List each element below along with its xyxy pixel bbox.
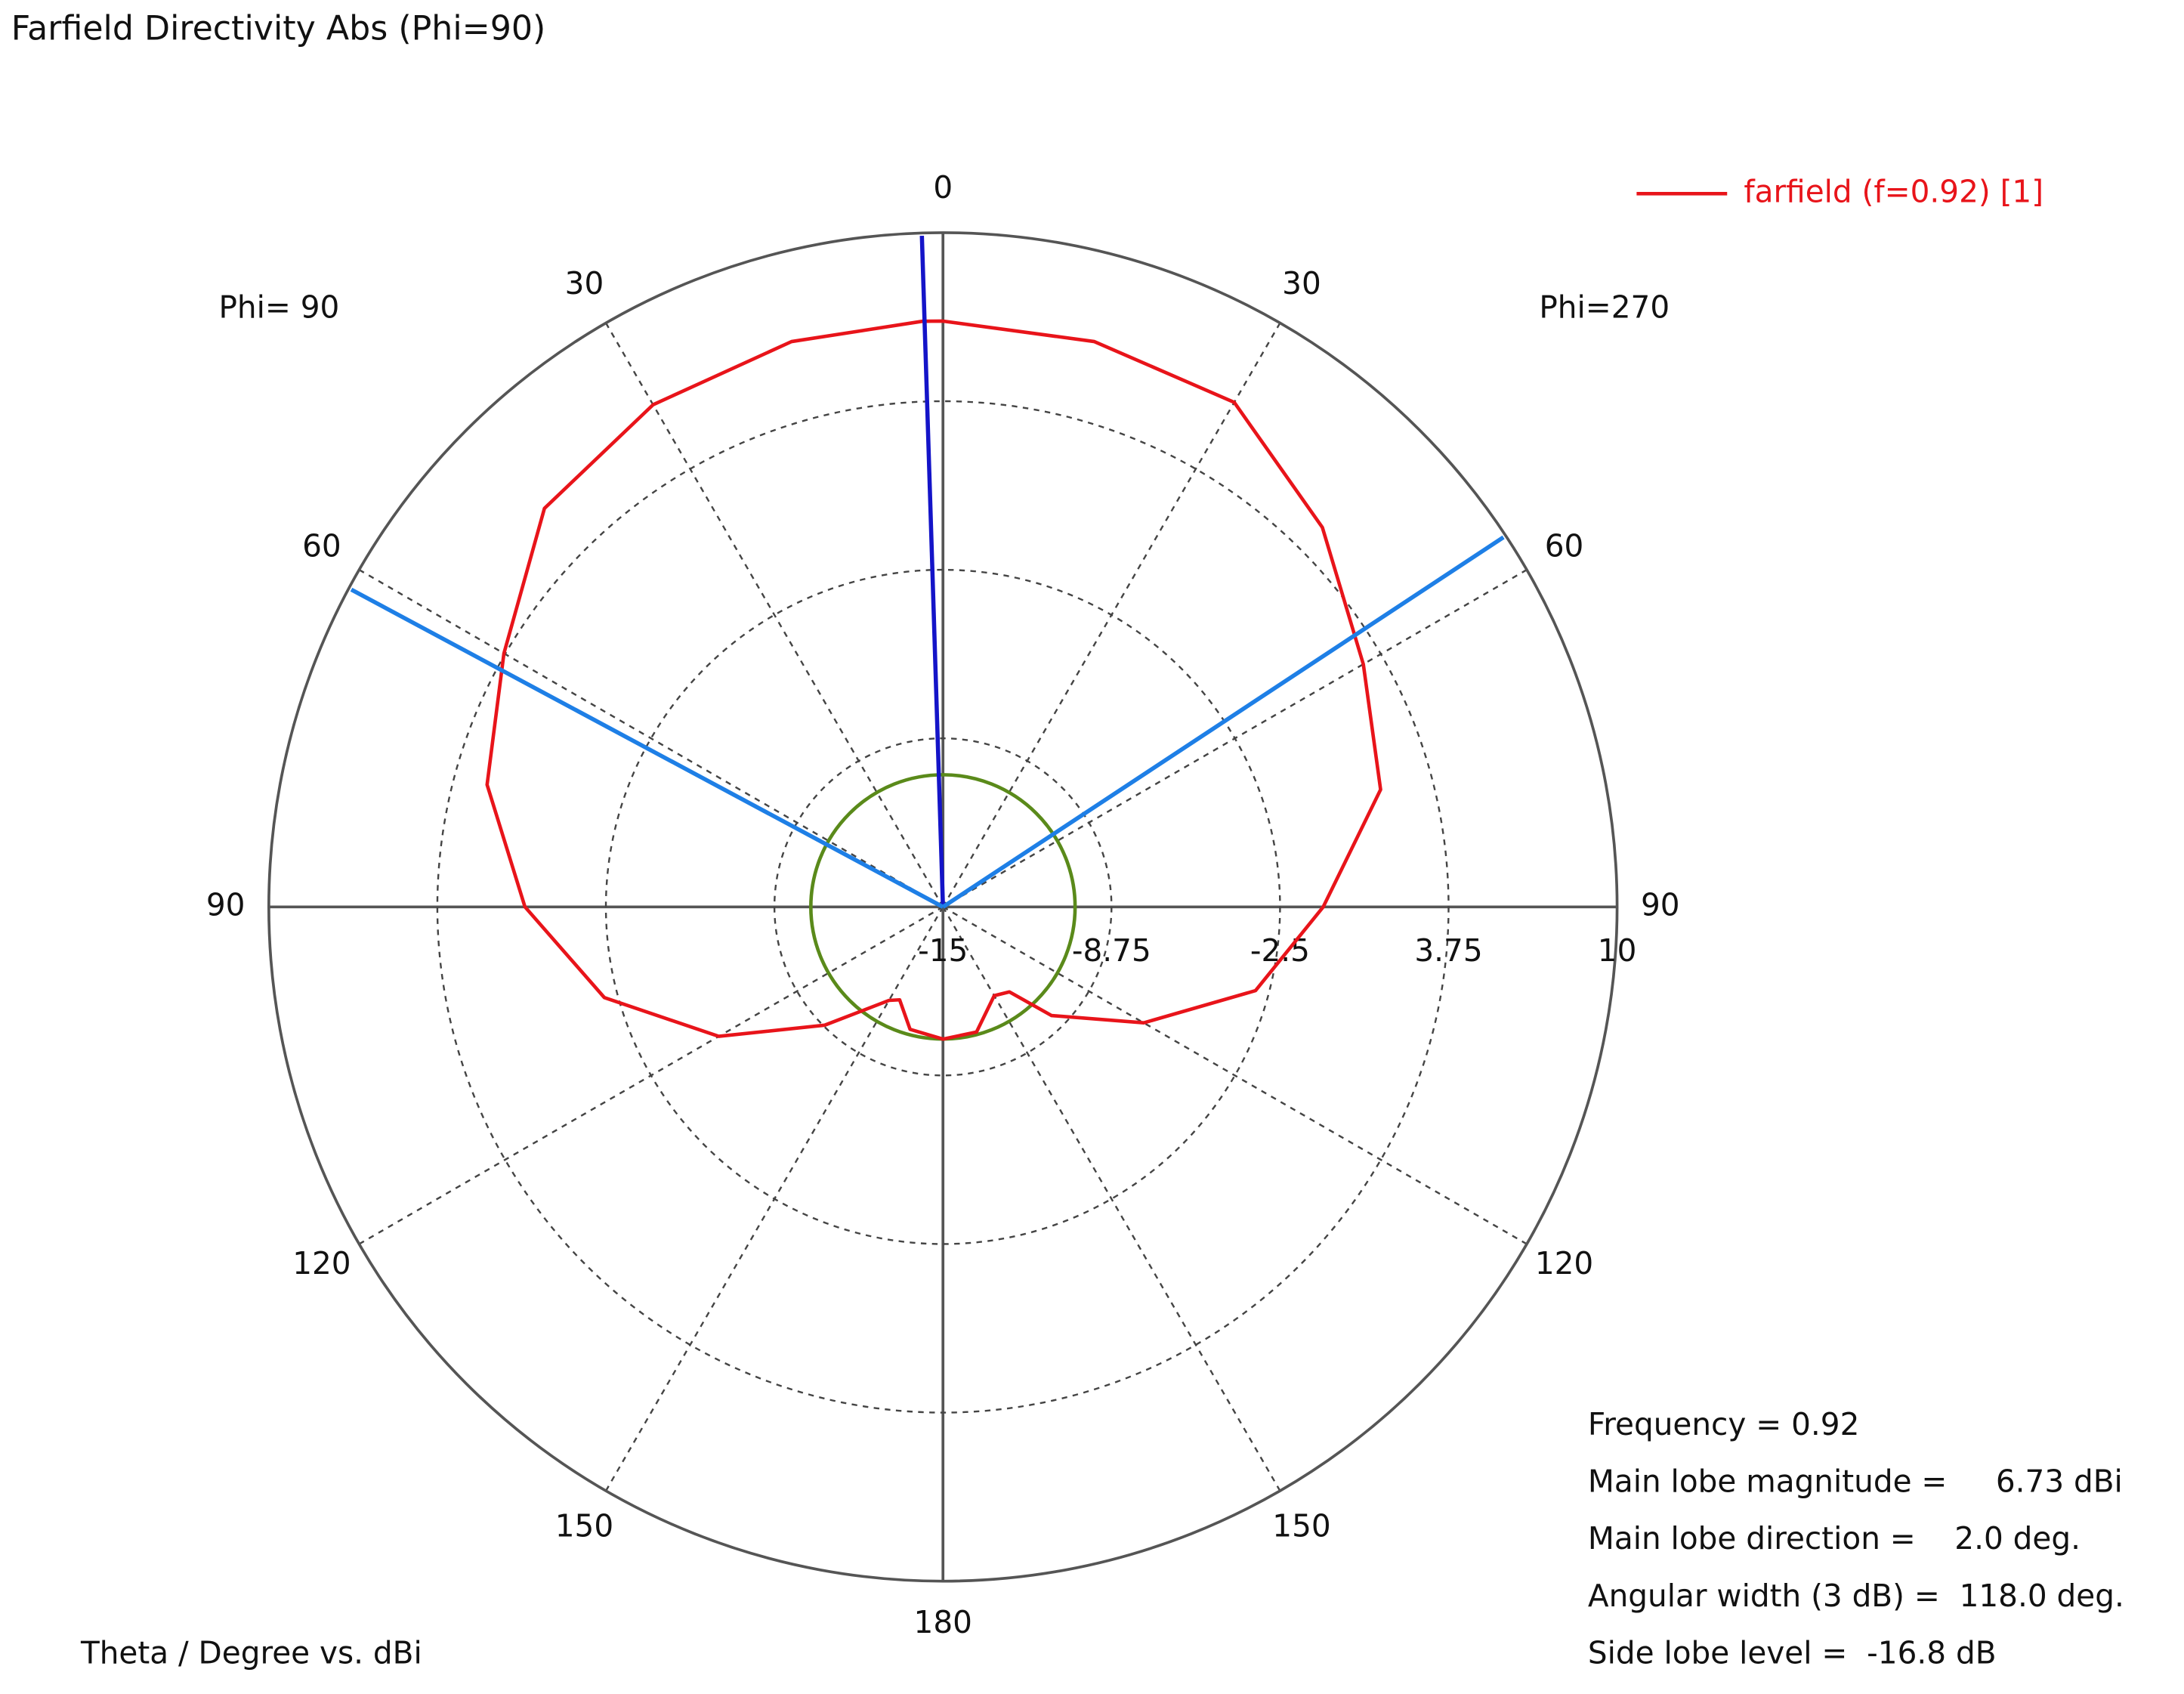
angle-tick-label: 90	[206, 886, 246, 923]
grid-circle	[773, 737, 1113, 1077]
outer-circle	[267, 231, 1619, 1583]
angle-tick-label: 30	[565, 265, 604, 301]
beam-line	[941, 535, 1505, 909]
info-line: Main lobe direction = 2.0 deg.	[1588, 1520, 2081, 1556]
angle-tick-label: 150	[1272, 1508, 1330, 1544]
grid-circle	[436, 400, 1450, 1414]
info-line: Main lobe magnitude = 6.73 dBi	[1588, 1464, 2123, 1500]
angle-tick-label: 90	[1641, 886, 1680, 923]
axis-label: Theta / Degree vs. dBi	[80, 1634, 422, 1671]
phi-left-label: Phi= 90	[218, 289, 339, 325]
spoke	[942, 906, 1281, 1492]
r-tick-label: -2.5	[1250, 932, 1310, 969]
angle-tick-label: 180	[914, 1604, 972, 1640]
r-tick-label: 10	[1598, 932, 1637, 969]
legend-label: farfield (f=0.92) [1]	[1744, 173, 2043, 209]
angle-tick-label: 150	[555, 1508, 613, 1544]
spoke	[604, 322, 944, 907]
angle-tick-label: 60	[1545, 528, 1584, 564]
spoke	[358, 569, 944, 908]
r-tick-label: -15	[918, 932, 968, 969]
spoke	[942, 906, 1528, 1245]
r-tick-label: -8.75	[1072, 932, 1151, 969]
info-line: Side lobe level = -16.8 dB	[1588, 1634, 1997, 1671]
info-line: Frequency = 0.92	[1588, 1406, 1860, 1442]
info-line: Angular width (3 dB) = 118.0 deg.	[1588, 1578, 2124, 1614]
grid-circle	[604, 568, 1281, 1245]
angle-tick-label: 0	[933, 169, 953, 206]
phi-right-label: Phi=270	[1539, 289, 1670, 325]
beam-line	[350, 587, 944, 909]
angle-tick-label: 60	[302, 528, 341, 564]
r-tick-label: 3.75	[1414, 932, 1482, 969]
angle-tick-label: 30	[1282, 265, 1321, 301]
pattern-line	[485, 319, 1382, 1041]
beam-line	[919, 235, 945, 907]
chart-title: Farfield Directivity Abs (Phi=90)	[11, 10, 546, 48]
angle-tick-label: 120	[1535, 1245, 1593, 1281]
angle-tick-label: 120	[292, 1245, 351, 1281]
